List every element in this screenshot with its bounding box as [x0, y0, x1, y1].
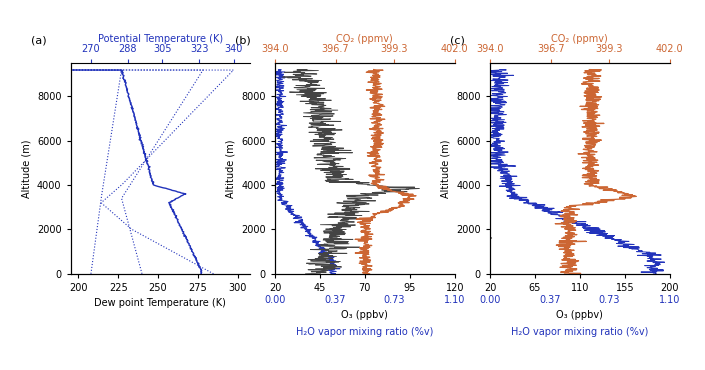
Text: 0.37: 0.37: [540, 295, 561, 305]
Text: 0.00: 0.00: [264, 295, 286, 305]
Text: 1.10: 1.10: [659, 295, 680, 305]
Text: (b): (b): [235, 36, 251, 46]
Text: (a): (a): [31, 36, 47, 46]
Text: 1.10: 1.10: [444, 295, 465, 305]
Text: H₂O vapor mixing ratio (%v): H₂O vapor mixing ratio (%v): [511, 326, 649, 337]
Text: 0.00: 0.00: [479, 295, 501, 305]
Text: 0.73: 0.73: [599, 295, 620, 305]
X-axis label: CO₂ (ppmv): CO₂ (ppmv): [336, 34, 393, 44]
X-axis label: Dew point Temperature (K): Dew point Temperature (K): [94, 298, 226, 308]
Text: 0.73: 0.73: [384, 295, 405, 305]
Y-axis label: Altitude (m): Altitude (m): [441, 139, 450, 198]
X-axis label: CO₂ (ppmv): CO₂ (ppmv): [551, 34, 608, 44]
Y-axis label: Altitude (m): Altitude (m): [21, 139, 31, 198]
Text: O₃ (ppbv): O₃ (ppbv): [341, 310, 388, 320]
Y-axis label: Altitude (m): Altitude (m): [226, 139, 235, 198]
X-axis label: Potential Temperature (K): Potential Temperature (K): [98, 34, 223, 44]
Text: O₃ (ppbv): O₃ (ppbv): [556, 310, 603, 320]
Text: H₂O vapor mixing ratio (%v): H₂O vapor mixing ratio (%v): [296, 326, 434, 337]
Text: 0.37: 0.37: [325, 295, 346, 305]
Text: (c): (c): [450, 36, 465, 46]
